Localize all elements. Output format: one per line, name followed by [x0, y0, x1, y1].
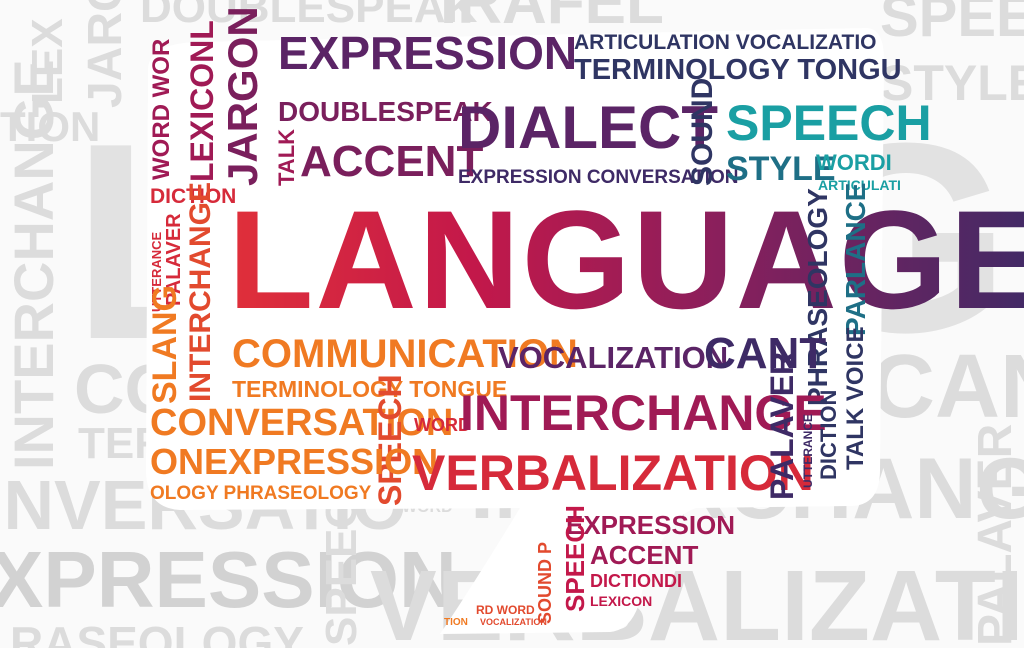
cloud-word: DOUBLESPEAK [278, 96, 493, 127]
bg-word: IRAFEL [440, 0, 664, 37]
cloud-word: CANT [704, 329, 827, 378]
cloud-word: TERMINOLOGY TONGUE [232, 376, 508, 402]
cloud-word: TALK VOICE [842, 326, 869, 470]
cloud-word: JARGON [219, 6, 266, 186]
cloud-word: SOUND P [535, 541, 555, 624]
cloud-word: VOCALIZATION [480, 617, 547, 627]
cloud-word: WORD WOR [148, 38, 175, 180]
cloud-word: EXPRESSION [278, 27, 578, 79]
cloud-word: SPEECH [560, 505, 590, 612]
cloud-word: DICTION [816, 389, 841, 480]
cloud-word: WORDI [816, 150, 892, 175]
cloud-word: ARTICULATI [818, 177, 901, 193]
cloud-word: CONVERSATION [150, 402, 454, 444]
cloud-word: ONEXPRESSION [150, 441, 439, 482]
cloud-word: EXPRESSION [566, 510, 736, 540]
cloud-word: VOCALIZATION [498, 340, 729, 375]
cloud-word: COMMUNICATION [232, 332, 578, 376]
cloud-word: ACCENT [590, 540, 699, 570]
bg-word: SPEE [880, 0, 1024, 49]
cloud-word: WORD [414, 415, 471, 435]
bg-word: TION [0, 103, 101, 150]
cloud-word: STYLE [726, 150, 836, 188]
cloud-word: DICTION [150, 185, 237, 208]
cloud-word: SLANG [146, 285, 184, 404]
bg-word: DOUBLESPEAK [140, 0, 478, 32]
cloud-word: TALK [274, 128, 299, 186]
cloud-word: VERBALIZATION [412, 445, 814, 501]
bubble-fill [146, 28, 884, 634]
cloud-word: PARLANCE [840, 182, 871, 336]
cloud-word: SOUND [686, 77, 719, 186]
cloud-word: TION [444, 617, 468, 628]
cloud-word: INTERCHANGE [460, 385, 827, 441]
cloud-word: DICTIONDI [590, 571, 682, 591]
cloud-word: SPEECH [726, 95, 932, 151]
cloud-word: ARTICULATION VOCALIZATIO [574, 31, 877, 54]
bg-word: RASEOLOGY [10, 617, 304, 648]
cloud-word: INTERCHANGE [184, 181, 217, 402]
cloud-main-word: LANGUAGE [228, 190, 1024, 330]
bg-word: STYLE [880, 55, 1024, 111]
cloud-word: LEXICON [590, 593, 653, 609]
cloud-word: UTTERANCE [801, 414, 815, 488]
cloud-word: PALAVER [764, 351, 800, 500]
cloud-word: LEXICONL [184, 20, 220, 182]
cloud-word: EXPRESSION CONVERSATION [458, 167, 739, 188]
bg-word: XPRESSION [0, 535, 457, 624]
cloud-word: TERMINOLOGY TONGU [574, 54, 902, 86]
cloud-word: ACCENT [300, 137, 484, 186]
bg-word: CANT [870, 337, 1024, 437]
cloud-word: RD WORD [476, 603, 535, 617]
cloud-word: DIALECT [458, 94, 718, 161]
cloud-word: OLOGY PHRASEOLOGY [150, 483, 372, 504]
